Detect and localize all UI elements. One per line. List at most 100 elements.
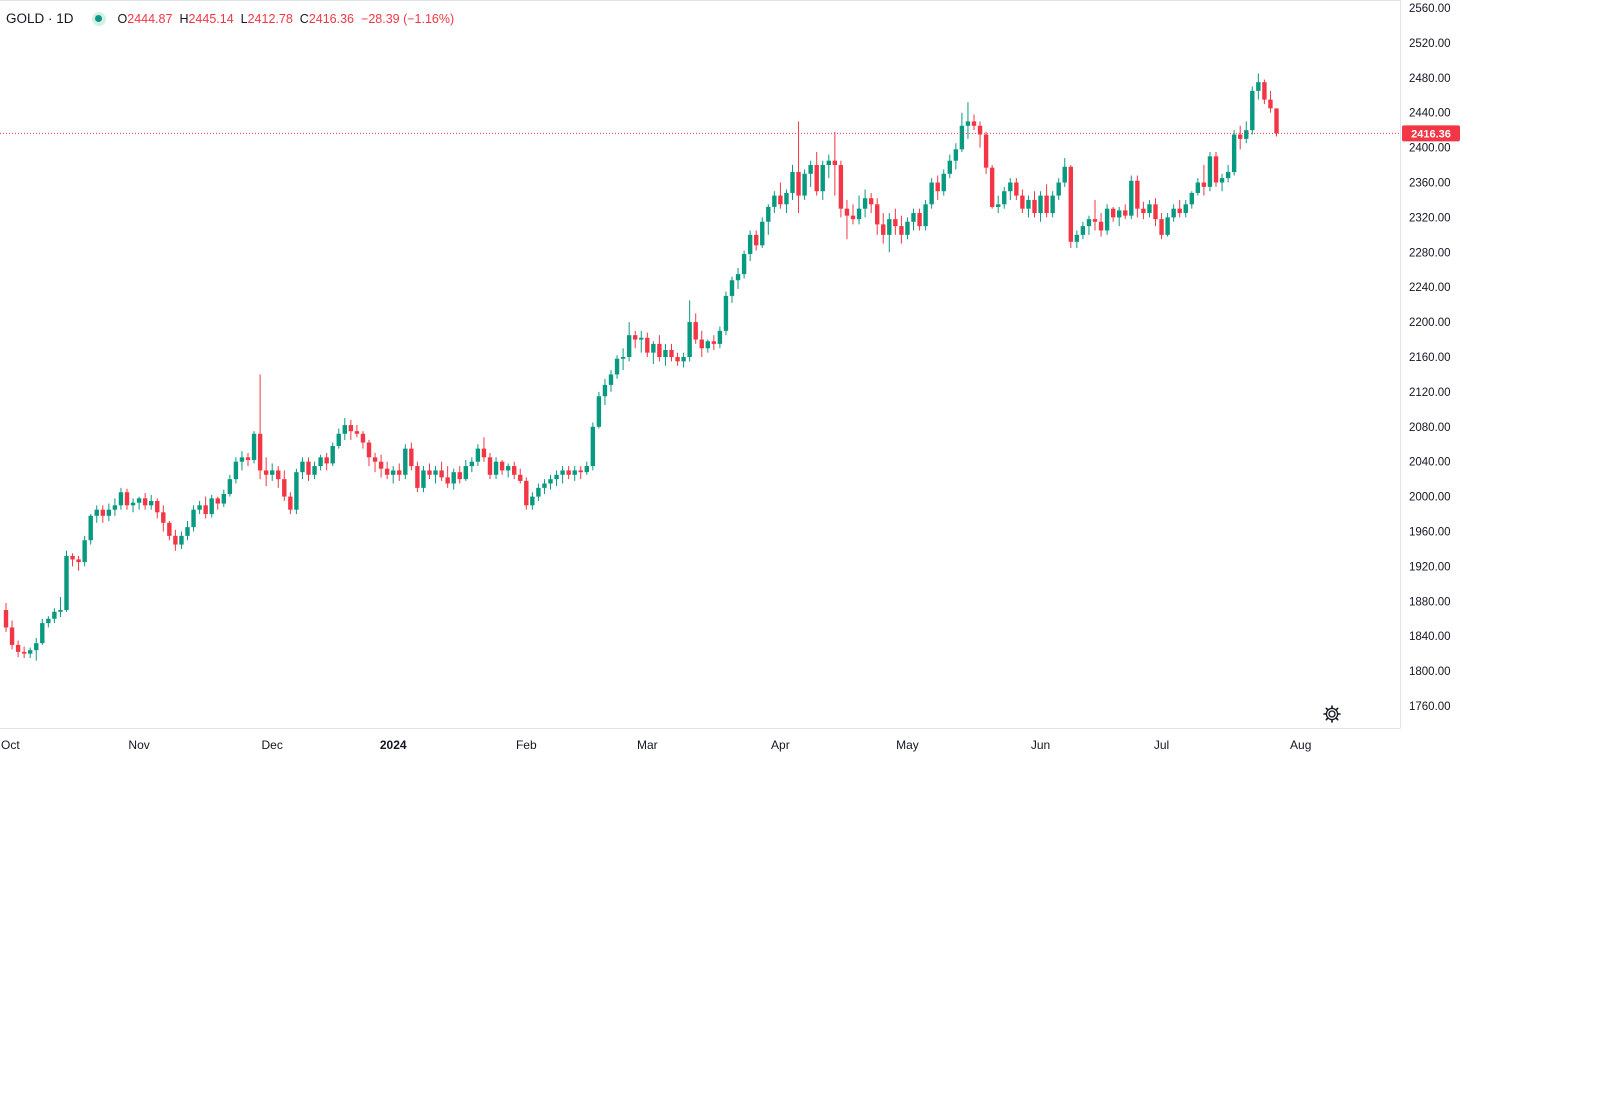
candle-body (651, 343, 656, 353)
candle (1165, 213, 1170, 237)
candle (312, 461, 317, 480)
chart-legend: GOLD · 1D O2444.87 H2445.14 L2412.78 C24… (6, 11, 454, 26)
candle-body (1086, 219, 1092, 227)
candle-body (675, 357, 680, 362)
candle (875, 198, 880, 235)
candle (929, 178, 934, 209)
candle (251, 431, 257, 464)
candle-body (294, 472, 299, 510)
candle-body (1117, 210, 1122, 218)
candle-body (844, 208, 850, 216)
candle-body (493, 461, 499, 475)
candle-body (70, 555, 75, 560)
time-tick-label: Jul (1154, 738, 1169, 752)
candle (1256, 73, 1261, 100)
candle-body (366, 442, 372, 458)
candle (487, 452, 493, 480)
candle-body (681, 357, 686, 362)
candle-body (100, 509, 105, 516)
candle (384, 461, 390, 480)
candle (306, 457, 311, 481)
candle-body (1038, 195, 1043, 214)
candle-body (1177, 208, 1182, 214)
candle (439, 461, 444, 481)
candle-body (778, 195, 783, 205)
candle (959, 112, 965, 152)
candle-body (58, 610, 63, 612)
candle-body (487, 457, 493, 475)
candle (826, 154, 831, 179)
gear-icon[interactable] (1323, 705, 1341, 723)
time-tick-label: Apr (771, 738, 790, 752)
candle (699, 330, 704, 357)
symbol-title[interactable]: GOLD · 1D (6, 11, 74, 26)
open-value: 2444.87 (127, 11, 173, 26)
candle-body (276, 470, 281, 480)
candle-body (245, 457, 251, 460)
price-tick-label: 1920.00 (1409, 561, 1451, 573)
candle (899, 215, 904, 244)
candle (221, 489, 226, 508)
candle (814, 151, 819, 196)
candle-body (463, 466, 468, 480)
candle (996, 195, 1001, 214)
candle (1110, 206, 1116, 222)
candle (602, 378, 608, 405)
candle-body (251, 433, 257, 460)
candle (1104, 204, 1110, 235)
candle (142, 493, 148, 510)
candle-body (530, 496, 535, 506)
candle (881, 213, 886, 244)
candle-body (1219, 178, 1225, 183)
candle (524, 477, 529, 510)
candle (1080, 221, 1086, 240)
candle (179, 531, 184, 549)
price-tick-label: 2480.00 (1409, 73, 1451, 85)
candle (1098, 213, 1104, 237)
candle (1044, 184, 1049, 218)
candle (167, 521, 172, 541)
price-tick-label: 1880.00 (1409, 596, 1451, 608)
candle (1207, 151, 1213, 192)
candle-body (1056, 182, 1061, 196)
candle (778, 182, 783, 209)
candle-body (475, 448, 481, 462)
market-status-icon (91, 11, 106, 26)
price-tick-label: 2120.00 (1409, 387, 1451, 399)
candle (118, 487, 124, 510)
price-tick-label: 2080.00 (1409, 422, 1451, 434)
price-tick-label: 2200.00 (1409, 317, 1451, 329)
candle (1153, 198, 1158, 227)
candle-body (421, 470, 426, 488)
candle-body (1250, 90, 1255, 131)
candle-body (415, 466, 420, 488)
candle-body (693, 322, 698, 340)
candle (1026, 195, 1031, 218)
candle (512, 461, 517, 480)
candle-body (82, 540, 87, 563)
candle (530, 492, 535, 510)
candle (1201, 165, 1207, 196)
candle (378, 454, 384, 478)
candle-body (663, 350, 668, 357)
candle (106, 503, 112, 522)
last-price-line: 2416.36 (0, 125, 1460, 142)
price-axis: 1760.00 1800.00 1840.00 1880.00 1920.00 1960.… (1409, 3, 1451, 713)
candle (130, 498, 136, 513)
candle (209, 494, 214, 518)
candle-body (814, 165, 819, 192)
candle (136, 496, 142, 510)
candle-body (1147, 204, 1152, 214)
candle (675, 352, 680, 366)
candle (953, 143, 959, 170)
candle-body (687, 322, 692, 357)
candle-body (1032, 199, 1037, 214)
price-tick-label: 1760.00 (1409, 701, 1451, 713)
candle-body (832, 160, 838, 166)
candle-body (239, 457, 245, 462)
candle (989, 165, 995, 209)
candle (257, 374, 263, 480)
candle (723, 291, 729, 336)
candle-body (620, 357, 626, 359)
